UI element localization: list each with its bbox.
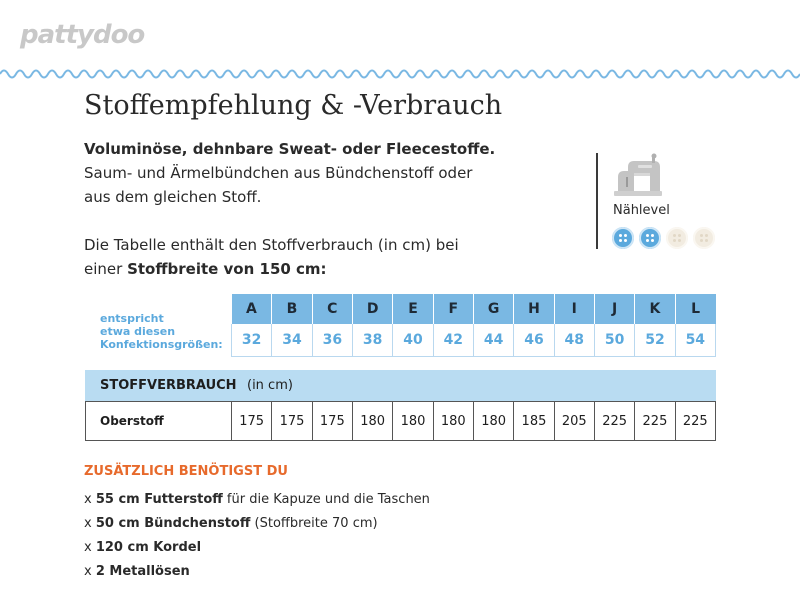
intro-line-2: Saum- und Ärmelbündchen aus Bündchenstof… [84,164,473,182]
size-value-cell: 52 [634,324,676,357]
size-letter-cell: H [513,294,555,324]
sizes-label-line: entspricht [100,312,164,325]
pattydoo-logo: pattydoo [20,20,145,50]
page-title: Stoffempfehlung & -Verbrauch [84,90,503,121]
level-button-icon [666,227,688,249]
fabric-name-cell: Oberstoff [85,401,232,441]
extras-list: x 55 cm Futterstoff für die Kapuze und d… [84,488,430,584]
size-letter-cell: I [554,294,595,324]
size-value-row: 32 34 36 38 40 42 44 46 48 50 52 54 [230,324,717,357]
consumption-header: STOFFVERBRAUCH (in cm) [85,370,716,401]
sewing-level: Nählevel [596,153,726,249]
consumption-title: STOFFVERBRAUCH [100,378,237,393]
list-item-prefix: x [84,564,96,579]
sizes-label-line: Konfektionsgrößen: [100,338,223,351]
consumption-value-cell: 205 [553,401,595,441]
sewing-machine-icon [614,153,662,196]
size-letter-cell: D [352,294,394,324]
list-item: x 120 cm Kordel [84,536,430,560]
size-letter-cell: G [473,294,515,324]
size-letter-cell: L [675,294,716,324]
level-divider [596,153,598,249]
sizes-label: entspricht etwa diesen Konfektionsgrößen: [100,312,230,351]
intro-line-5: einer Stoffbreite von 150 cm: [84,257,554,281]
list-item: x 50 cm Bündchenstoff (Stoffbreite 70 cm… [84,512,430,536]
intro-fabric-type: Voluminöse, dehnbare Sweat- oder Fleeces… [84,140,496,158]
size-value-cell: 50 [593,324,636,357]
list-item-prefix: x [84,516,96,531]
size-value-cell: 38 [351,324,394,357]
consumption-value-cell: 175 [271,401,313,441]
size-letter-cell: F [433,294,474,324]
level-button-icon [639,227,661,249]
consumption-value-cell: 180 [432,401,474,441]
consumption-value-cell: 180 [351,401,394,441]
level-label: Nählevel [613,203,670,218]
extras-title: ZUSÄTZLICH BENÖTIGST DU [84,464,288,479]
size-value-cell: 48 [553,324,595,357]
consumption-value-cell: 180 [392,401,434,441]
consumption-value-cell: 175 [230,401,273,441]
consumption-value-cell: 225 [593,401,636,441]
list-item: x 2 Metallösen [84,560,430,584]
size-value-cell: 32 [230,324,273,357]
table-row: Oberstoff 175 175 175 180 180 180 180 185 205 225 2… [85,401,717,441]
fabric-width: Stoffbreite von 150 cm: [127,260,327,278]
consumption-value-cell: 225 [634,401,676,441]
consumption-value-cell: 175 [311,401,353,441]
list-item-detail: (Stoffbreite 70 cm) [250,516,378,531]
size-value-cell: 40 [392,324,434,357]
list-item-prefix: x [84,540,96,555]
size-letter-cell: A [231,294,273,324]
sizes-label-line: etwa diesen [100,325,176,338]
consumption-value-cell: 180 [472,401,515,441]
consumption-value-cell: 185 [513,401,555,441]
size-letter-cell: E [392,294,434,324]
consumption-unit: (in cm) [247,378,293,393]
list-item-detail: für die Kapuze und die Taschen [222,492,430,507]
level-button-icon [693,227,715,249]
wave-divider [0,69,800,79]
size-value-cell: 54 [674,324,717,357]
size-value-cell: 42 [432,324,474,357]
consumption-value-cell: 225 [674,401,717,441]
list-item: x 55 cm Futterstoff für die Kapuze und d… [84,488,430,512]
consumption-table: Oberstoff 175 175 175 180 180 180 180 185 205 225 2… [85,401,717,441]
list-item-amount: 50 cm Bündchenstoff [95,516,251,531]
size-letter-cell: K [634,294,676,324]
level-button-icon [612,227,634,249]
size-value-cell: 36 [311,324,353,357]
size-value-cell: 46 [513,324,555,357]
list-item-amount: 2 Metallösen [95,564,190,579]
size-letter-cell: B [271,294,313,324]
list-item-prefix: x [84,492,96,507]
list-item-amount: 120 cm Kordel [95,540,202,555]
list-item-amount: 55 cm Futterstoff [95,492,223,507]
size-value-cell: 44 [472,324,515,357]
size-letter-cell: J [594,294,636,324]
intro-line-3: aus dem gleichen Stoff. [84,188,262,206]
intro-line-5-prefix: einer [84,260,128,278]
intro-line-4: Die Tabelle enthält den Stoffverbrauch (… [84,236,459,254]
intro-text: Voluminöse, dehnbare Sweat- oder Fleeces… [84,137,554,281]
size-value-cell: 34 [271,324,313,357]
size-letter-cell: C [312,294,353,324]
